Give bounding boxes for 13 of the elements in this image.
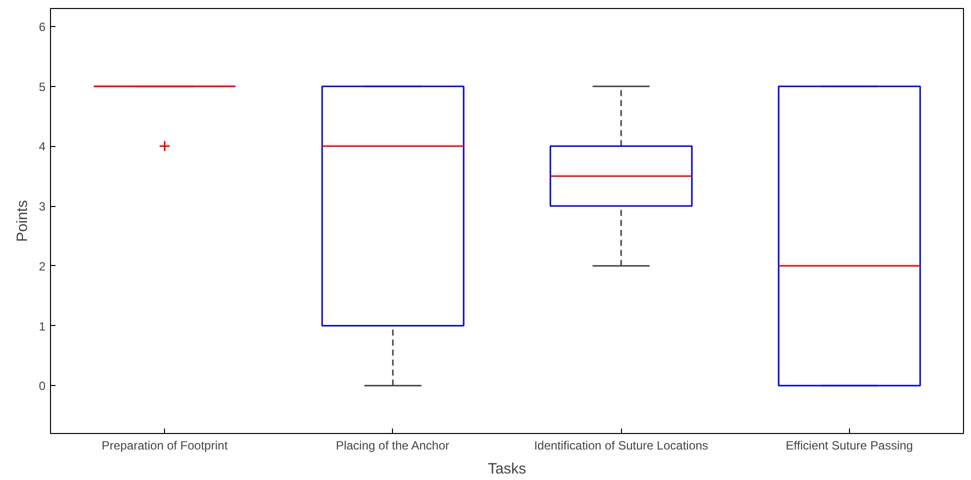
y-tick-label: 5: [38, 80, 46, 94]
y-tick-label: 6: [38, 20, 46, 34]
x-tick-label: Preparation of Footprint: [102, 438, 228, 452]
y-tick-label: 3: [38, 200, 46, 214]
y-tick-label: 4: [38, 140, 46, 154]
y-tick-label: 1: [38, 319, 46, 334]
x-tick-label: Identification of Suture Locations: [534, 438, 708, 452]
y-axis-title: Points: [14, 200, 31, 242]
y-tick-label: 0: [38, 379, 46, 394]
y-tick-label: 2: [38, 259, 46, 274]
x-tick-label: Placing of the Anchor: [336, 438, 450, 452]
x-axis-title: Tasks: [488, 460, 526, 478]
x-tick-label: Efficient Suture Passing: [786, 438, 913, 452]
